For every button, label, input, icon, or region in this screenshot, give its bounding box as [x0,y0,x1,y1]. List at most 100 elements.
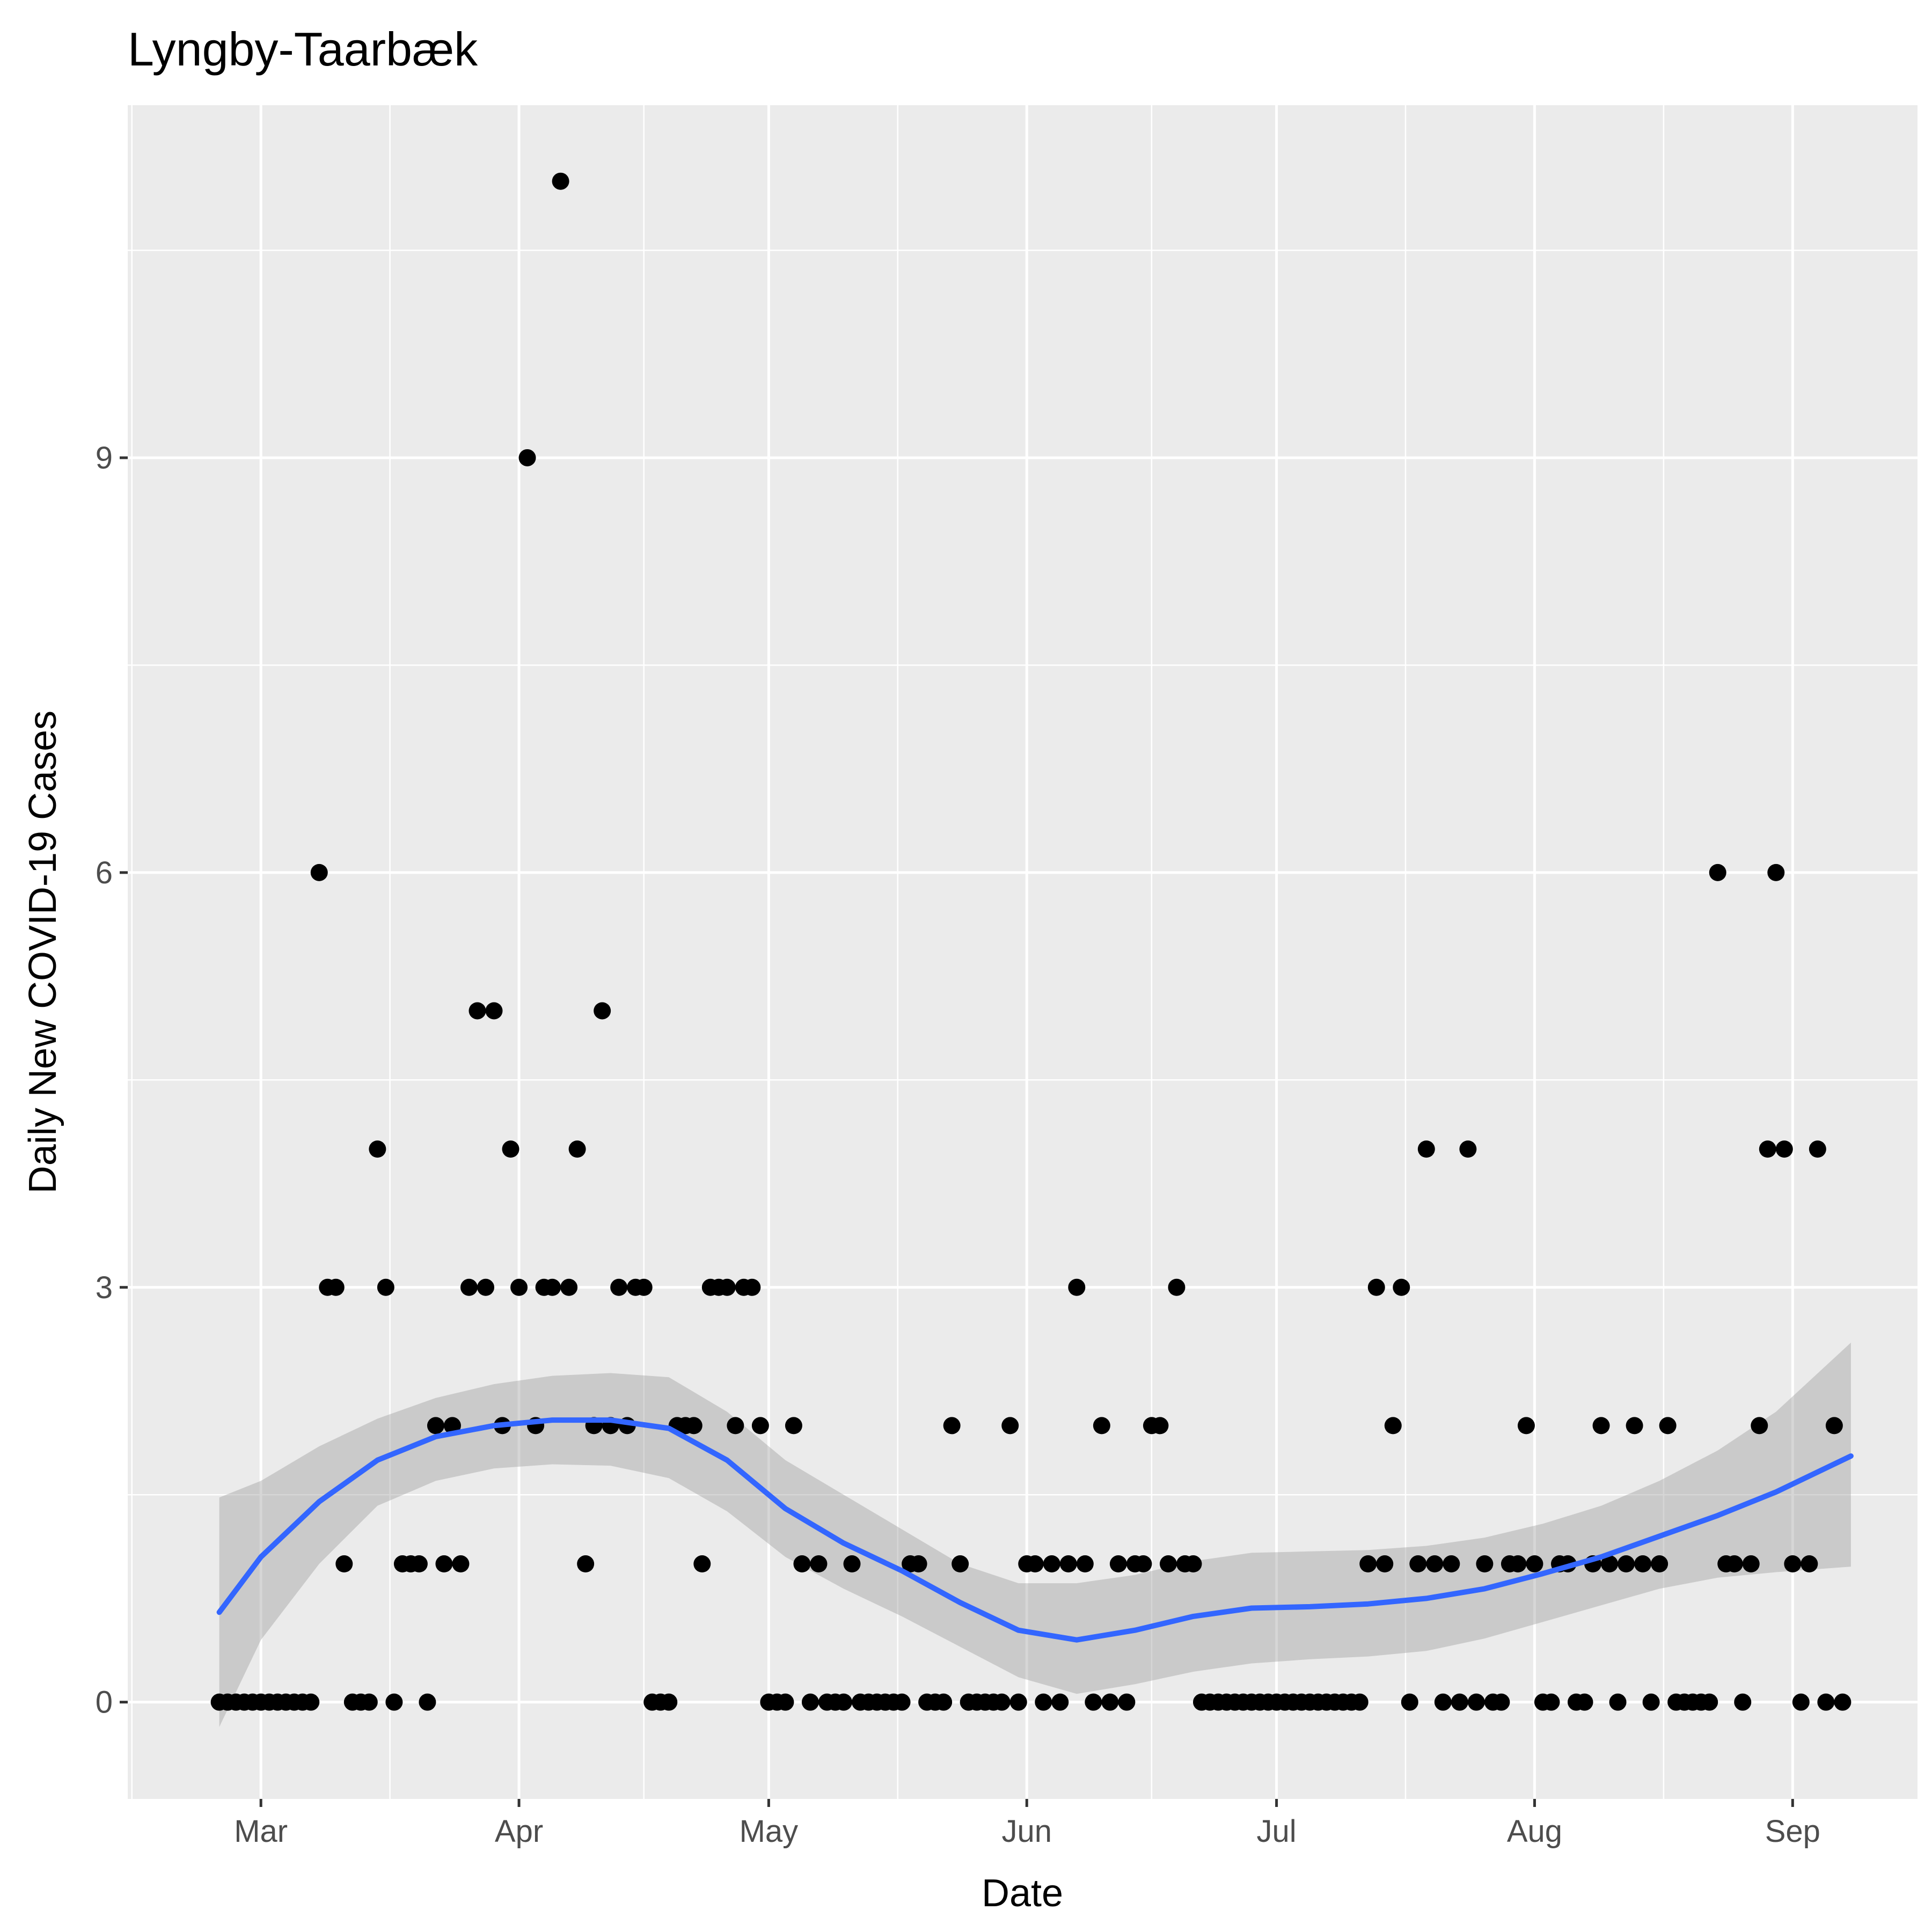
data-point [1118,1693,1136,1711]
data-point [1759,1140,1776,1158]
data-point [1051,1693,1069,1711]
data-point [410,1555,428,1573]
data-point [1401,1693,1418,1711]
data-point [1426,1555,1444,1573]
data-point [427,1417,444,1435]
data-point [793,1555,811,1573]
data-point [1059,1555,1077,1573]
data-point [1775,1140,1793,1158]
data-point [935,1693,953,1711]
data-point [335,1555,353,1573]
data-point [369,1140,386,1158]
data-point [552,172,569,190]
data-point [1509,1555,1527,1573]
data-point [1618,1555,1635,1573]
data-point [544,1278,561,1296]
plot-panel [128,105,1918,1799]
data-point [560,1278,578,1296]
data-point [1159,1555,1177,1573]
data-point [751,1417,769,1435]
data-point [1376,1555,1394,1573]
data-point [1168,1278,1185,1296]
data-point [360,1693,378,1711]
minor-gridlines [128,105,1918,1799]
y-tick-label: 3 [96,1270,113,1305]
data-point [377,1278,394,1296]
data-point [1792,1693,1810,1711]
data-point [1109,1555,1127,1573]
data-point [1184,1555,1202,1573]
data-point [843,1555,861,1573]
data-point [1434,1693,1452,1711]
x-tick-label: Mar [234,1814,288,1849]
data-point [1601,1555,1619,1573]
data-point [1068,1278,1086,1296]
data-point [1725,1555,1743,1573]
data-point [1409,1555,1427,1573]
data-point [952,1555,969,1573]
data-point [1642,1693,1660,1711]
data-point [743,1278,761,1296]
data-point [1367,1278,1385,1296]
data-point [385,1693,403,1711]
data-point [685,1417,702,1435]
data-point [1476,1555,1494,1573]
data-point [577,1555,595,1573]
y-tick-label: 6 [96,855,113,890]
data-point [1834,1693,1851,1711]
data-point [1101,1693,1119,1711]
data-point [1825,1417,1843,1435]
data-point [1767,863,1785,881]
data-point [1467,1693,1485,1711]
data-point [810,1555,828,1573]
data-point [477,1278,494,1296]
data-point [1093,1417,1110,1435]
data-point [327,1278,345,1296]
data-point [1734,1693,1752,1711]
data-point [1135,1555,1152,1573]
data-point [893,1693,911,1711]
data-point [801,1693,819,1711]
data-point [610,1278,628,1296]
data-point [1651,1555,1668,1573]
data-point [943,1417,961,1435]
data-point [835,1693,852,1711]
data-point [1459,1140,1477,1158]
data-point [1626,1417,1643,1435]
data-point [1817,1693,1835,1711]
data-point [469,1002,486,1020]
data-point [1784,1555,1802,1573]
y-tick-label: 9 [96,441,113,475]
data-point [568,1140,586,1158]
data-point [1009,1693,1027,1711]
x-tick-label: Apr [495,1814,543,1849]
data-point [452,1555,470,1573]
data-point [660,1693,678,1711]
data-point [718,1278,736,1296]
data-point [1542,1693,1560,1711]
y-tick-label: 0 [96,1685,113,1720]
x-tick-label: May [740,1814,799,1849]
data-point [1592,1417,1610,1435]
data-point [693,1555,711,1573]
data-point [310,863,328,881]
data-point [302,1693,320,1711]
x-tick-label: Aug [1507,1814,1562,1849]
confidence-band [219,1342,1851,1727]
data-point [435,1555,453,1573]
x-tick-label: Sep [1765,1814,1820,1849]
y-axis-title: Daily New COVID-19 Cases [21,711,64,1194]
data-point [1359,1555,1377,1573]
x-tick-label: Jul [1257,1814,1297,1849]
data-point [443,1417,461,1435]
data-point [1526,1555,1543,1573]
y-axis: 0 3 6 9 [96,441,128,1720]
x-axis: Mar Apr May Jun Jul Aug Sep [234,1799,1820,1849]
data-point [1026,1555,1044,1573]
data-point [1035,1693,1052,1711]
data-point [1609,1693,1627,1711]
data-point [594,1002,611,1020]
data-point [1517,1417,1535,1435]
data-point [727,1417,744,1435]
data-point [1076,1555,1094,1573]
